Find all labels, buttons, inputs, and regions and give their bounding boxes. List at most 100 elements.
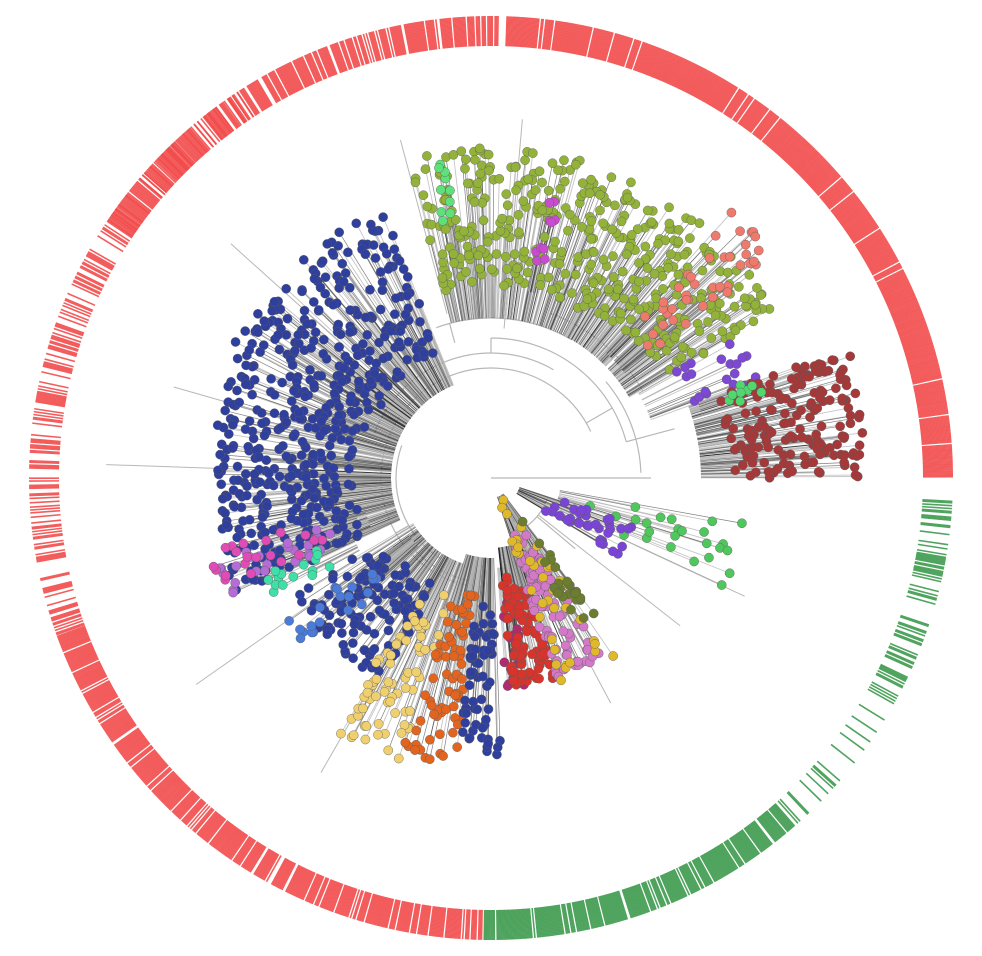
ring-stripe [229,834,249,861]
ring-stripe [295,869,310,898]
ring-stripe [83,258,111,275]
ring-stripe [178,796,201,820]
ring-stripe [920,423,950,429]
branch [345,547,434,655]
ring-stripe [74,276,103,292]
ring-stripe [63,641,92,655]
ring-stripe [822,181,847,203]
ring-stripe [604,32,614,62]
leaf-node [532,255,542,266]
leaf-node [595,205,605,216]
ring-stripe [657,876,671,905]
leaf-node [232,461,243,472]
ring-stripe [561,22,569,53]
ring-stripe [824,184,849,205]
leaf-node [462,241,473,252]
ring-stripe [440,18,446,49]
leaf-node [337,376,347,387]
ring-stripe [172,790,195,814]
leaf-node [325,529,335,539]
branch [348,456,393,464]
ring-stripe [673,59,688,87]
ring-stripe [670,870,685,898]
ring-stripe [706,77,724,105]
leaf-node [402,272,413,282]
ring-stripe [565,23,573,53]
ring-segment-red-arc-e [107,15,499,238]
branch [235,341,403,432]
leaf-node [749,256,759,267]
backbone-spoke [382,414,397,424]
ring-stripe [712,81,730,109]
leaf-node [633,336,644,346]
ring-stripe [104,224,131,242]
ring-stripe [882,282,911,297]
ring-stripe [789,143,812,167]
ring-stripe [392,900,401,930]
ring-stripe [209,110,229,136]
ring-stripe [158,777,181,800]
leaf-node [805,412,815,423]
ring-stripe [902,336,932,347]
ring-stripe [114,209,140,229]
branch [376,363,421,408]
ring-stripe [343,887,355,917]
leaf-node [262,501,272,512]
ring-stripe [812,169,837,191]
ring-stripe [584,899,594,929]
ring-stripe [805,161,829,183]
ring-stripe [848,218,875,238]
leaf-node [850,470,861,480]
branch [622,261,755,371]
ring-stripe [621,889,633,919]
ring-stripe [580,900,589,930]
ring-stripe [900,614,930,626]
ring-stripe [909,365,940,375]
ring-stripe [819,178,844,200]
ring-stripe [907,354,937,364]
ring-stripe [47,347,77,358]
leaf-node [347,582,357,592]
leaf-node [227,443,238,453]
branch [329,492,393,503]
ring-stripe [208,111,228,137]
ring-stripe [154,773,178,796]
ring-stripe [206,818,227,844]
ring-stripe [100,708,127,726]
ring-stripe [631,885,644,915]
ring-stripe [291,867,306,896]
leaf-node [306,621,317,631]
ring-stripe [49,341,79,352]
leaf-node [344,435,355,446]
leaf-node [854,449,865,460]
ring-stripe [605,893,616,924]
ring-stripe [82,261,110,277]
ring-stripe [473,909,477,940]
ring-stripe [512,16,516,47]
ring-stripe [916,397,947,405]
leaf-node [577,222,587,232]
ring-stripe [563,903,571,934]
branch [293,544,357,578]
ring-stripe [922,461,953,465]
branch [700,462,845,470]
branch [558,264,592,334]
ring-stripe [673,868,688,897]
ring-stripe [735,833,755,859]
ring-stripe [584,26,593,57]
ring-stripe [435,906,441,937]
branch [547,297,561,329]
ring-stripe [76,272,104,288]
ring-stripe [57,626,86,639]
ring-stripe [726,839,745,866]
ring-stripe [733,95,752,122]
leaf-node [751,406,761,416]
ring-stripe [382,898,392,928]
ring-stripe [409,23,417,53]
ring-stripe [30,444,61,448]
outlier-branch [537,514,681,627]
leaf-node [345,305,356,315]
ring-stripe [907,590,938,600]
leaf-node [334,410,344,421]
ring-stripe [42,583,73,593]
